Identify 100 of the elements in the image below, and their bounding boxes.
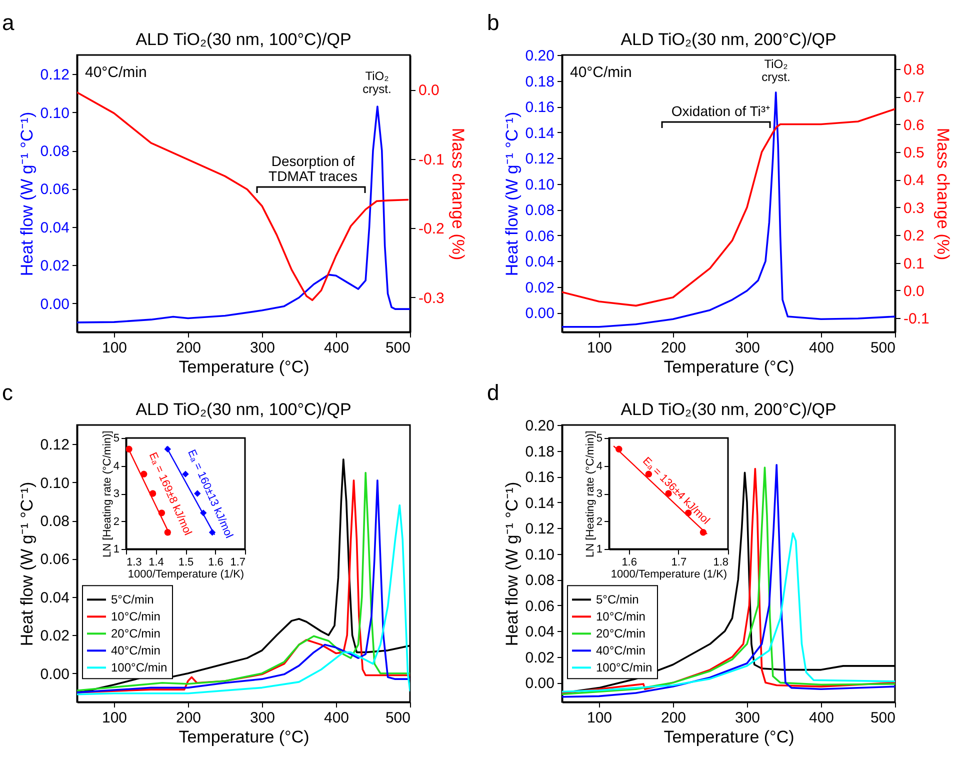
y2-axis-title: Mass change (%): [933, 128, 952, 260]
y2-tick-label: 0.2: [904, 228, 924, 245]
x-tick-label: 200: [660, 340, 686, 356]
legend-label: 20°C/min: [111, 626, 160, 641]
x-axis-title: Temperature (°C): [664, 728, 794, 746]
y-tick-label: 0.04: [525, 254, 554, 271]
y-tick-label: 0.18: [525, 443, 554, 460]
y-tick-label: 0.10: [525, 176, 554, 194]
y-tick-label: 0.00: [40, 296, 70, 313]
y-tick-label: 0.06: [525, 598, 554, 615]
x-tick-label: 300: [250, 340, 276, 356]
y-tick-label: 0.06: [40, 551, 70, 568]
y-tick-label: 0.02: [525, 649, 554, 666]
line-series: [562, 91, 895, 328]
y-axis-title: LN [Heating rate (°C/min)]: [584, 430, 596, 558]
y-tick-label: 0.04: [40, 219, 70, 236]
x-tick-label: 300: [734, 340, 760, 356]
line-series: [77, 106, 410, 324]
x-tick-label: 300: [250, 710, 276, 726]
y-tick-label: 0.12: [40, 66, 70, 84]
y-axis-title: Heat flow (W g⁻¹ °C⁻¹): [17, 112, 36, 276]
text: b: [487, 10, 500, 35]
y2-tick-label: -0.2: [418, 220, 444, 238]
y-tick-label: 0.08: [40, 143, 70, 160]
legend-label: 5°C/min: [111, 592, 154, 607]
chart-title: ALD TiO₂(30 nm, 200°C)/QP: [620, 400, 836, 419]
y-tick-label: 0.14: [525, 494, 554, 512]
x-tick-label: 200: [176, 710, 202, 726]
y-tick-label: 0.04: [40, 589, 70, 606]
legend-label: 100°C/min: [111, 660, 168, 675]
annotation: TiO₂ cryst.: [362, 69, 392, 96]
y-tick-label: 4: [596, 460, 602, 472]
annotation: 40°C/min: [570, 64, 632, 81]
legend-label: 100°C/min: [596, 660, 652, 675]
y-tick-label: 0.14: [525, 124, 554, 142]
y-tick-label: 0.08: [525, 572, 554, 590]
annotation: Oxidation of Ti³⁺: [671, 103, 771, 119]
x-tick-label: 500: [870, 340, 896, 356]
y-tick-label: 2: [596, 516, 602, 528]
x-tick-label: 400: [324, 710, 350, 726]
y2-tick-label: 0.5: [904, 144, 924, 162]
chart-title: ALD TiO₂(30 nm, 100°C)/QP: [136, 400, 352, 419]
y-tick-label: 0.02: [40, 258, 70, 275]
x-tick-label: 1.7: [230, 556, 246, 568]
y-axis-title: Heat flow (W g⁻¹ °C⁻¹): [17, 482, 36, 646]
y2-tick-label: 0.1: [904, 255, 924, 272]
y2-tick-label: 0.7: [904, 89, 924, 106]
text: c: [2, 380, 13, 405]
y-tick-label: 0.16: [525, 99, 554, 116]
x-axis-title: 1000/Temperature (1/K): [610, 568, 728, 580]
y2-tick-label: 0.3: [904, 200, 924, 217]
legend-label: 10°C/min: [596, 610, 646, 624]
x-tick-label: 100: [102, 340, 128, 356]
x-tick-label: 400: [808, 710, 834, 726]
chart-title: ALD TiO₂(30 nm, 100°C)/QP: [136, 30, 352, 49]
x-tick-label: 200: [660, 710, 686, 726]
x-tick-label: 500: [870, 710, 896, 726]
y2-tick-label: -0.3: [418, 290, 444, 307]
y-tick-label: 0.16: [525, 469, 554, 486]
x-tick-label: 1.3: [126, 556, 142, 568]
y2-axis-title: Mass change (%): [448, 128, 468, 260]
y-axis-title: Heat flow (W g⁻¹ °C⁻¹): [502, 482, 522, 646]
y-tick-label: 0.08: [40, 513, 70, 530]
y2-tick-label: -0.1: [904, 310, 930, 328]
legend-label: 40°C/min: [111, 644, 160, 658]
y-tick-label: 3: [113, 488, 120, 500]
legend-label: 10°C/min: [111, 610, 160, 624]
y-tick-label: 0.12: [40, 436, 70, 454]
x-tick-label: 1.8: [713, 556, 728, 568]
x-tick-label: 100: [586, 340, 612, 356]
y-tick-label: 0.10: [40, 474, 70, 492]
annotation: Desorption of TDMAT traces: [268, 153, 358, 184]
x-tick-label: 1.5: [178, 556, 194, 568]
text: a: [2, 10, 15, 35]
chart-title: ALD TiO₂(30 nm, 200°C)/QP: [620, 30, 836, 49]
x-tick-label: 400: [808, 340, 834, 356]
legend-label: 5°C/min: [596, 592, 639, 607]
y-tick-label: 0.00: [525, 675, 554, 692]
y2-tick-label: 0.0: [904, 282, 924, 300]
y2-tick-label: 0.8: [904, 61, 924, 78]
y-tick-label: 0.20: [525, 48, 554, 64]
y-tick-label: 1: [596, 544, 602, 556]
y-tick-label: 0.18: [525, 73, 554, 90]
y-tick-label: 0.00: [40, 666, 70, 683]
y2-tick-label: 0.6: [904, 116, 924, 134]
x-axis-title: Temperature (°C): [664, 358, 794, 376]
x-tick-label: 500: [385, 710, 410, 726]
y-tick-label: 0.04: [525, 624, 554, 641]
y-tick-label: 4: [113, 460, 120, 472]
x-axis-title: Temperature (°C): [178, 728, 310, 746]
y-tick-label: 5: [596, 432, 602, 444]
y-tick-label: 2: [113, 516, 120, 528]
y2-tick-label: 0.0: [418, 82, 440, 100]
y-tick-label: 0.12: [525, 150, 554, 168]
y-tick-label: 0.00: [525, 305, 554, 322]
x-tick-label: 1.6: [622, 556, 637, 568]
x-tick-label: 1.7: [671, 556, 687, 568]
y-axis-title: LN [Heating rate (°C/min)]: [101, 430, 114, 558]
y2-tick-label: 0.4: [904, 172, 924, 190]
x-tick-label: 100: [102, 710, 128, 726]
